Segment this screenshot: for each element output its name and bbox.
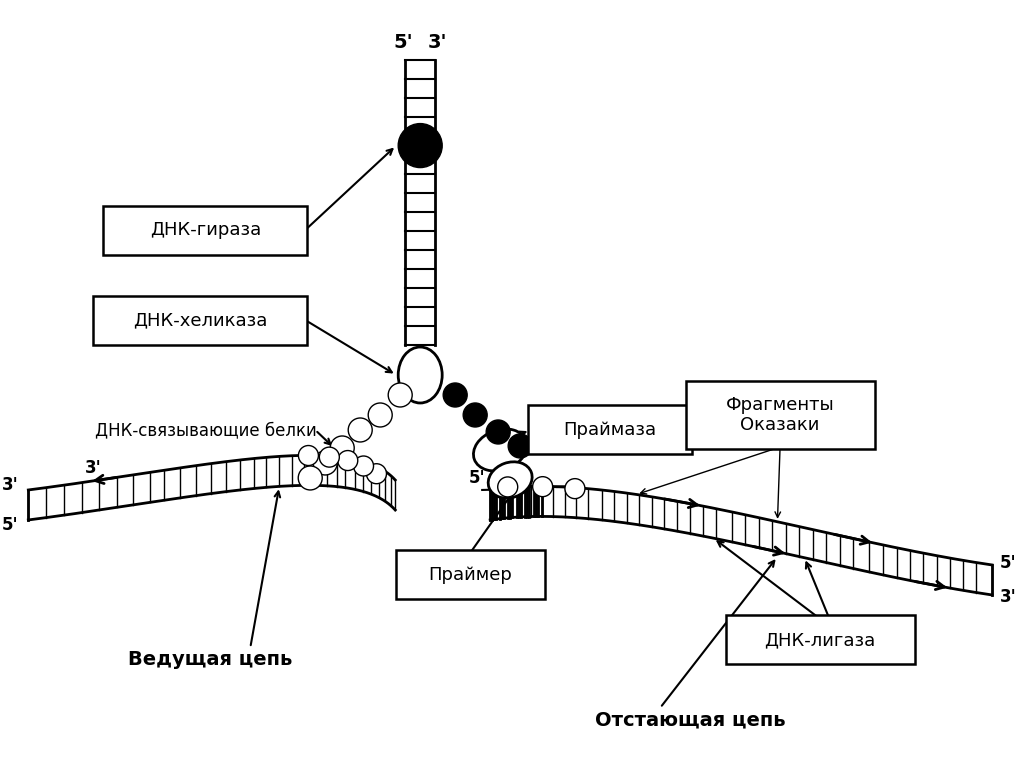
FancyBboxPatch shape: [93, 295, 307, 344]
Circle shape: [398, 123, 442, 167]
Text: 5': 5': [1000, 554, 1017, 572]
FancyBboxPatch shape: [528, 406, 692, 455]
Ellipse shape: [488, 462, 532, 498]
Circle shape: [486, 420, 510, 444]
FancyBboxPatch shape: [686, 380, 874, 449]
Text: Праймер: Праймер: [428, 566, 512, 584]
Circle shape: [498, 477, 518, 497]
Ellipse shape: [398, 347, 442, 403]
Text: 3': 3': [1000, 588, 1017, 606]
Circle shape: [313, 451, 337, 475]
Circle shape: [298, 446, 318, 466]
Circle shape: [367, 464, 386, 484]
Circle shape: [330, 436, 354, 460]
Text: ДНК-связывающие белки: ДНК-связывающие белки: [95, 421, 317, 439]
Text: 5': 5': [393, 33, 413, 52]
Circle shape: [532, 476, 553, 497]
Text: 5': 5': [2, 516, 18, 534]
Text: Праймаза: Праймаза: [563, 421, 656, 439]
Circle shape: [319, 447, 339, 467]
Text: ДНК-лигаза: ДНК-лигаза: [765, 631, 876, 649]
Circle shape: [298, 466, 323, 490]
FancyBboxPatch shape: [726, 615, 914, 664]
Text: Фрагменты
Оказаки: Фрагменты Оказаки: [726, 396, 835, 434]
Circle shape: [369, 403, 392, 427]
Text: 3': 3': [427, 33, 446, 52]
Text: ДНК-гираза: ДНК-гираза: [150, 221, 261, 239]
Text: ДНК-хеликаза: ДНК-хеликаза: [133, 311, 267, 329]
Circle shape: [508, 434, 532, 458]
Text: Ведущая цепь: Ведущая цепь: [128, 650, 293, 670]
Text: 5': 5': [469, 469, 485, 487]
Text: 3': 3': [2, 476, 18, 494]
Circle shape: [463, 403, 487, 427]
Circle shape: [443, 383, 467, 407]
Circle shape: [353, 456, 374, 476]
Ellipse shape: [473, 429, 527, 471]
Circle shape: [348, 418, 372, 442]
FancyBboxPatch shape: [103, 206, 307, 255]
Circle shape: [565, 479, 585, 499]
Text: 3': 3': [84, 459, 101, 477]
Text: Отстающая цепь: Отстающая цепь: [595, 710, 785, 729]
Circle shape: [388, 383, 413, 407]
Circle shape: [338, 450, 357, 470]
FancyBboxPatch shape: [395, 551, 545, 600]
